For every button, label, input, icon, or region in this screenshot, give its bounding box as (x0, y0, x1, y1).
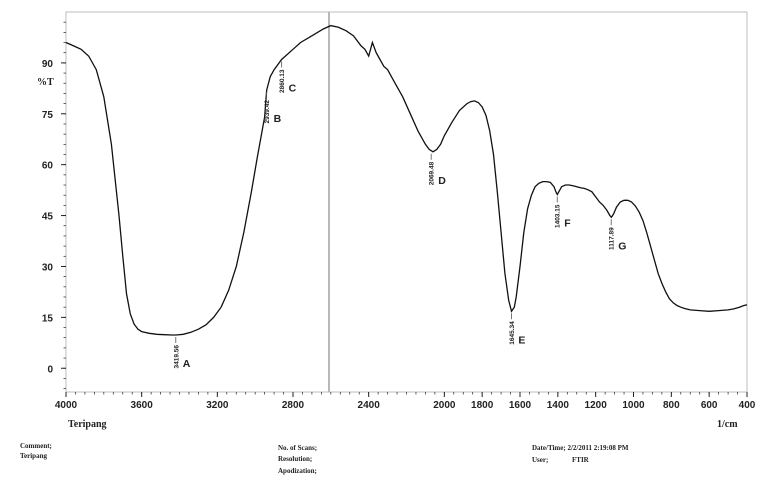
x-tick-label: 1000 (622, 400, 645, 411)
user-value: FTIR (572, 456, 589, 464)
datetime-label: Date/Time; 2/2/2011 2:19:08 PM (532, 444, 629, 452)
peak-wavenumber-label: 1403.15 (555, 204, 562, 228)
resolution-label: Resolution; (278, 455, 313, 463)
peak-annotations: 3419.56 A 2939.42 B 2860.13 C 2069.48 D 1645.34 E… (173, 61, 626, 370)
x-tick-label: 1600 (509, 400, 532, 411)
x-tick-label: 4000 (55, 400, 78, 411)
y-tick-label: 90 (42, 59, 54, 70)
peak-letter-label: E (518, 334, 525, 346)
user-label: User; (532, 456, 549, 464)
y-tick-label: 45 (42, 212, 54, 223)
y-tick-label: 30 (42, 262, 54, 273)
x-tick-label: 600 (701, 400, 718, 411)
peak-wavenumber-label: 3419.56 (173, 345, 180, 369)
x-tick-label: 400 (739, 400, 756, 411)
x-tick-label: 2800 (282, 400, 305, 411)
x-tick-label: 1400 (547, 400, 570, 411)
peak-wavenumber-label: 2069.48 (429, 161, 436, 185)
scans-label: No. of Scans; (278, 444, 318, 452)
sample-name-label: Teripang (68, 419, 107, 430)
y-tick-label: 0 (47, 364, 53, 375)
peak-letter-label: D (438, 175, 446, 187)
x-tick-label: 1800 (471, 400, 494, 411)
peak-wavenumber-label: 2860.13 (279, 69, 286, 93)
comment-value: Teripang (20, 452, 47, 460)
peak-letter-label: G (618, 240, 626, 252)
peak-wavenumber-label: 1117.89 (609, 227, 616, 250)
peak-wavenumber-label: 2939.42 (264, 100, 271, 124)
y-tick-label: 60 (42, 161, 54, 172)
x-tick-label: 800 (663, 400, 680, 411)
peak-letter-label: B (274, 113, 282, 125)
x-tick-label: 3200 (206, 400, 229, 411)
x-tick-label: 1200 (585, 400, 608, 411)
y-tick-label: 15 (42, 313, 54, 324)
peak-letter-label: F (564, 218, 571, 230)
y-axis-label: %T (37, 77, 54, 88)
ftir-spectrum-chart: 4000 3600 3200 2800 2400 2000 1800 1600 1400 1200… (37, 11, 756, 430)
x-tick-label: 2000 (433, 400, 456, 411)
peak-letter-label: A (183, 358, 191, 370)
apodization-label: Apodization; (278, 467, 317, 475)
spectrum-line (65, 24, 748, 336)
x-tick-label: 3600 (131, 400, 154, 411)
peak-letter-label: C (289, 83, 297, 95)
x-axis-label: 1/cm (717, 419, 738, 430)
comment-label: Comment; (20, 442, 52, 450)
y-tick-label: 75 (42, 110, 54, 121)
peak-wavenumber-label: 1645.34 (509, 321, 516, 345)
axes: 4000 3600 3200 2800 2400 2000 1800 1600 1400 1200… (42, 21, 756, 411)
x-tick-label: 2400 (358, 400, 381, 411)
